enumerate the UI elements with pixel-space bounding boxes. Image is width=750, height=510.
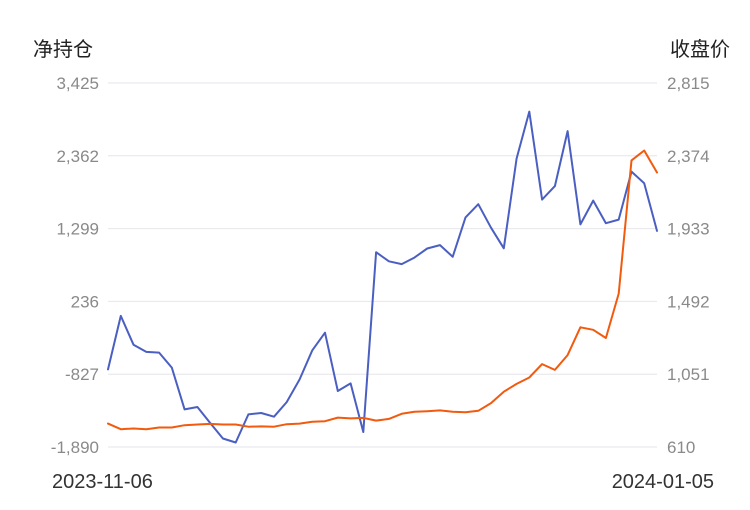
left-tick-label: -1,890 [51,438,99,457]
left-axis-ticks: 3,425 2,362 1,299 236 -827 -1,890 [51,74,99,457]
right-tick-label: 610 [667,438,695,457]
right-axis-title: 收盘价 [670,37,730,61]
right-tick-label: 2,374 [667,147,710,166]
right-tick-label: 2,815 [667,74,710,93]
left-tick-label: 236 [71,292,99,311]
close_price-line [107,149,658,431]
left-axis-title: 净持仓 [33,37,93,61]
x-tick-start: 2023-11-06 [52,471,153,493]
right-tick-label: 1,492 [667,292,710,311]
right-tick-label: 1,051 [667,365,710,384]
net_position-line [107,110,658,444]
right-axis-ticks: 2,815 2,374 1,933 1,492 1,051 610 [667,74,710,457]
x-tick-end: 2024-01-05 [612,471,714,493]
left-tick-label: -827 [65,365,99,384]
left-tick-label: 1,299 [56,220,99,239]
gridlines [108,82,657,448]
left-tick-label: 2,362 [56,147,99,166]
series-lines [107,110,658,444]
left-tick-label: 3,425 [56,74,99,93]
right-tick-label: 1,933 [667,220,710,239]
